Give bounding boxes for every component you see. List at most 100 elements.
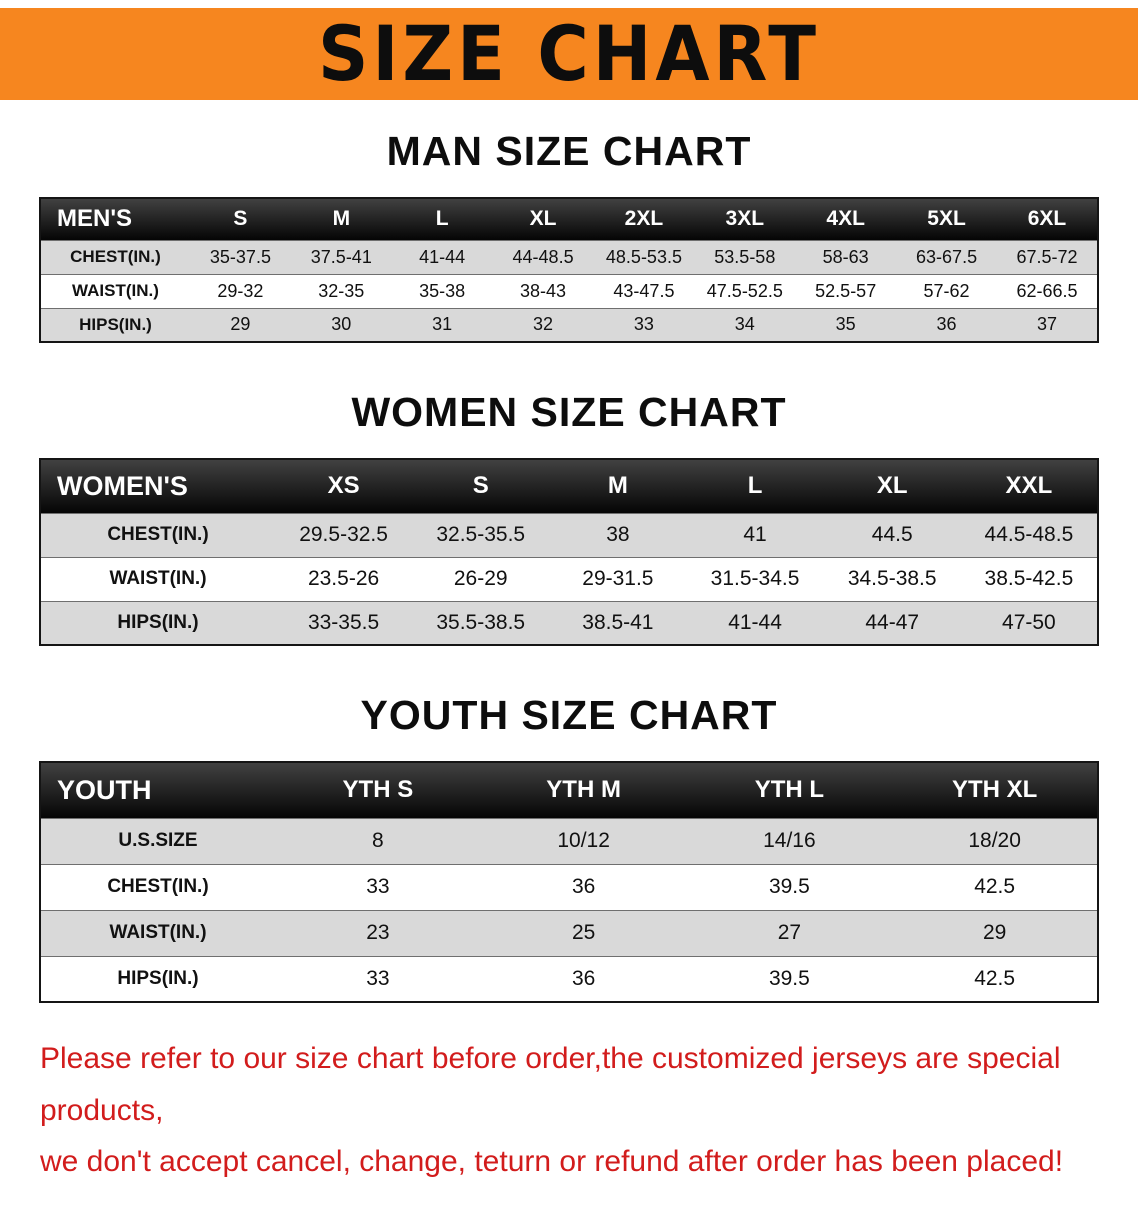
column-header: 6XL <box>997 198 1098 240</box>
size-cell: 57-62 <box>896 273 997 308</box>
table-row: HIPS(IN.) 29 30 31 32 33 34 35 36 37 <box>40 307 1098 342</box>
size-cell: 63-67.5 <box>896 239 997 274</box>
table-header-row: WOMEN'S XS S M L XL XXL <box>40 459 1098 513</box>
column-header: YTH XL <box>892 762 1098 818</box>
size-cell: 25 <box>480 909 687 956</box>
size-cell: 27 <box>686 909 893 956</box>
table-header-row: MEN'S S M L XL 2XL 3XL 4XL 5XL 6XL <box>40 198 1098 240</box>
column-header: XS <box>275 459 413 513</box>
size-cell: 10/12 <box>480 817 687 864</box>
row-label: CHEST(IN.) <box>40 239 190 274</box>
table-row: WAIST(IN.) 23.5-26 26-29 29-31.5 31.5-34… <box>40 556 1098 601</box>
size-cell: 62-66.5 <box>997 273 1098 308</box>
youth-size-table: YOUTH YTH S YTH M YTH L YTH XL U.S.SIZE … <box>39 761 1099 1003</box>
table-row: CHEST(IN.) 35-37.5 37.5-41 41-44 44-48.5… <box>40 239 1098 274</box>
mens-size-table: MEN'S S M L XL 2XL 3XL 4XL 5XL 6XL CHEST… <box>39 197 1099 343</box>
size-cell: 42.5 <box>892 863 1098 910</box>
column-header: S <box>412 459 550 513</box>
womens-size-table: WOMEN'S XS S M L XL XXL CHEST(IN.) 29.5-… <box>39 458 1099 646</box>
size-cell: 35-37.5 <box>190 239 291 274</box>
size-cell: 29-32 <box>190 273 291 308</box>
size-cell: 38.5-41 <box>549 600 687 645</box>
footer-line: we don't accept cancel, change, teturn o… <box>40 1145 1064 1179</box>
size-cell: 33 <box>593 307 695 342</box>
size-cell: 37 <box>997 307 1098 342</box>
column-header: XXL <box>960 459 1098 513</box>
size-cell: 31 <box>391 307 493 342</box>
size-cell: 38.5-42.5 <box>960 556 1098 601</box>
size-cell: 33 <box>275 863 481 910</box>
section-heading-youth: YOUTH SIZE CHART <box>360 692 778 738</box>
size-cell: 39.5 <box>686 863 893 910</box>
size-cell: 35 <box>795 307 897 342</box>
size-cell: 32.5-35.5 <box>412 512 550 557</box>
column-header: YTH L <box>686 762 893 818</box>
column-header: YTH S <box>275 762 481 818</box>
footer-line: Please refer to our size chart before or… <box>40 1042 1061 1127</box>
size-cell: 52.5-57 <box>795 273 897 308</box>
size-cell: 31.5-34.5 <box>686 556 824 601</box>
size-cell: 41-44 <box>391 239 493 274</box>
size-cell: 41 <box>686 512 824 557</box>
page-title: SIZE CHART <box>317 9 821 99</box>
section-heading-women: WOMEN SIZE CHART <box>351 389 787 435</box>
size-cell: 33 <box>275 955 481 1002</box>
size-cell: 8 <box>275 817 481 864</box>
table-row: CHEST(IN.) 29.5-32.5 32.5-35.5 38 41 44.… <box>40 512 1098 557</box>
size-cell: 36 <box>896 307 997 342</box>
size-cell: 26-29 <box>412 556 550 601</box>
size-cell: 42.5 <box>892 955 1098 1002</box>
size-cell: 38 <box>549 512 687 557</box>
column-header: 3XL <box>694 198 796 240</box>
size-cell: 36 <box>480 863 687 910</box>
footer-note: Please refer to our size chart before or… <box>40 1033 1138 1188</box>
row-label: CHEST(IN.) <box>40 863 275 910</box>
size-cell: 29 <box>892 909 1098 956</box>
size-cell: 53.5-58 <box>694 239 796 274</box>
size-cell: 67.5-72 <box>997 239 1098 274</box>
row-label: HIPS(IN.) <box>40 307 190 342</box>
size-cell: 44.5-48.5 <box>960 512 1098 557</box>
table-header-row: YOUTH YTH S YTH M YTH L YTH XL <box>40 762 1098 818</box>
column-header: M <box>549 459 687 513</box>
size-cell: 35-38 <box>391 273 493 308</box>
column-header: M <box>290 198 392 240</box>
table-row: WAIST(IN.) 29-32 32-35 35-38 38-43 43-47… <box>40 273 1098 308</box>
size-cell: 48.5-53.5 <box>593 239 695 274</box>
column-header: YTH M <box>480 762 687 818</box>
size-cell: 41-44 <box>686 600 824 645</box>
size-cell: 33-35.5 <box>275 600 413 645</box>
row-label: U.S.SIZE <box>40 817 275 864</box>
column-header: S <box>190 198 291 240</box>
size-cell: 34.5-38.5 <box>823 556 961 601</box>
size-cell: 29 <box>190 307 291 342</box>
size-cell: 44.5 <box>823 512 961 557</box>
size-cell: 47.5-52.5 <box>694 273 796 308</box>
row-label: CHEST(IN.) <box>40 512 275 557</box>
size-cell: 58-63 <box>795 239 897 274</box>
size-cell: 29-31.5 <box>549 556 687 601</box>
column-header: WOMEN'S <box>40 459 275 513</box>
table-row: HIPS(IN.) 33 36 39.5 42.5 <box>40 955 1098 1002</box>
size-cell: 14/16 <box>686 817 893 864</box>
column-header: L <box>391 198 493 240</box>
size-cell: 30 <box>290 307 392 342</box>
size-cell: 34 <box>694 307 796 342</box>
size-cell: 44-48.5 <box>492 239 594 274</box>
row-label: WAIST(IN.) <box>40 273 190 308</box>
column-header: 2XL <box>593 198 695 240</box>
table-row: HIPS(IN.) 33-35.5 35.5-38.5 38.5-41 41-4… <box>40 600 1098 645</box>
size-cell: 36 <box>480 955 687 1002</box>
row-label: HIPS(IN.) <box>40 955 275 1002</box>
row-label: WAIST(IN.) <box>40 909 275 956</box>
size-cell: 37.5-41 <box>290 239 392 274</box>
table-row: U.S.SIZE 8 10/12 14/16 18/20 <box>40 817 1098 864</box>
table-row: CHEST(IN.) 33 36 39.5 42.5 <box>40 863 1098 910</box>
size-cell: 38-43 <box>492 273 594 308</box>
column-header: 5XL <box>896 198 997 240</box>
banner: SIZE CHART <box>0 8 1138 100</box>
column-header: XL <box>492 198 594 240</box>
size-cell: 44-47 <box>823 600 961 645</box>
table-row: WAIST(IN.) 23 25 27 29 <box>40 909 1098 956</box>
size-cell: 39.5 <box>686 955 893 1002</box>
